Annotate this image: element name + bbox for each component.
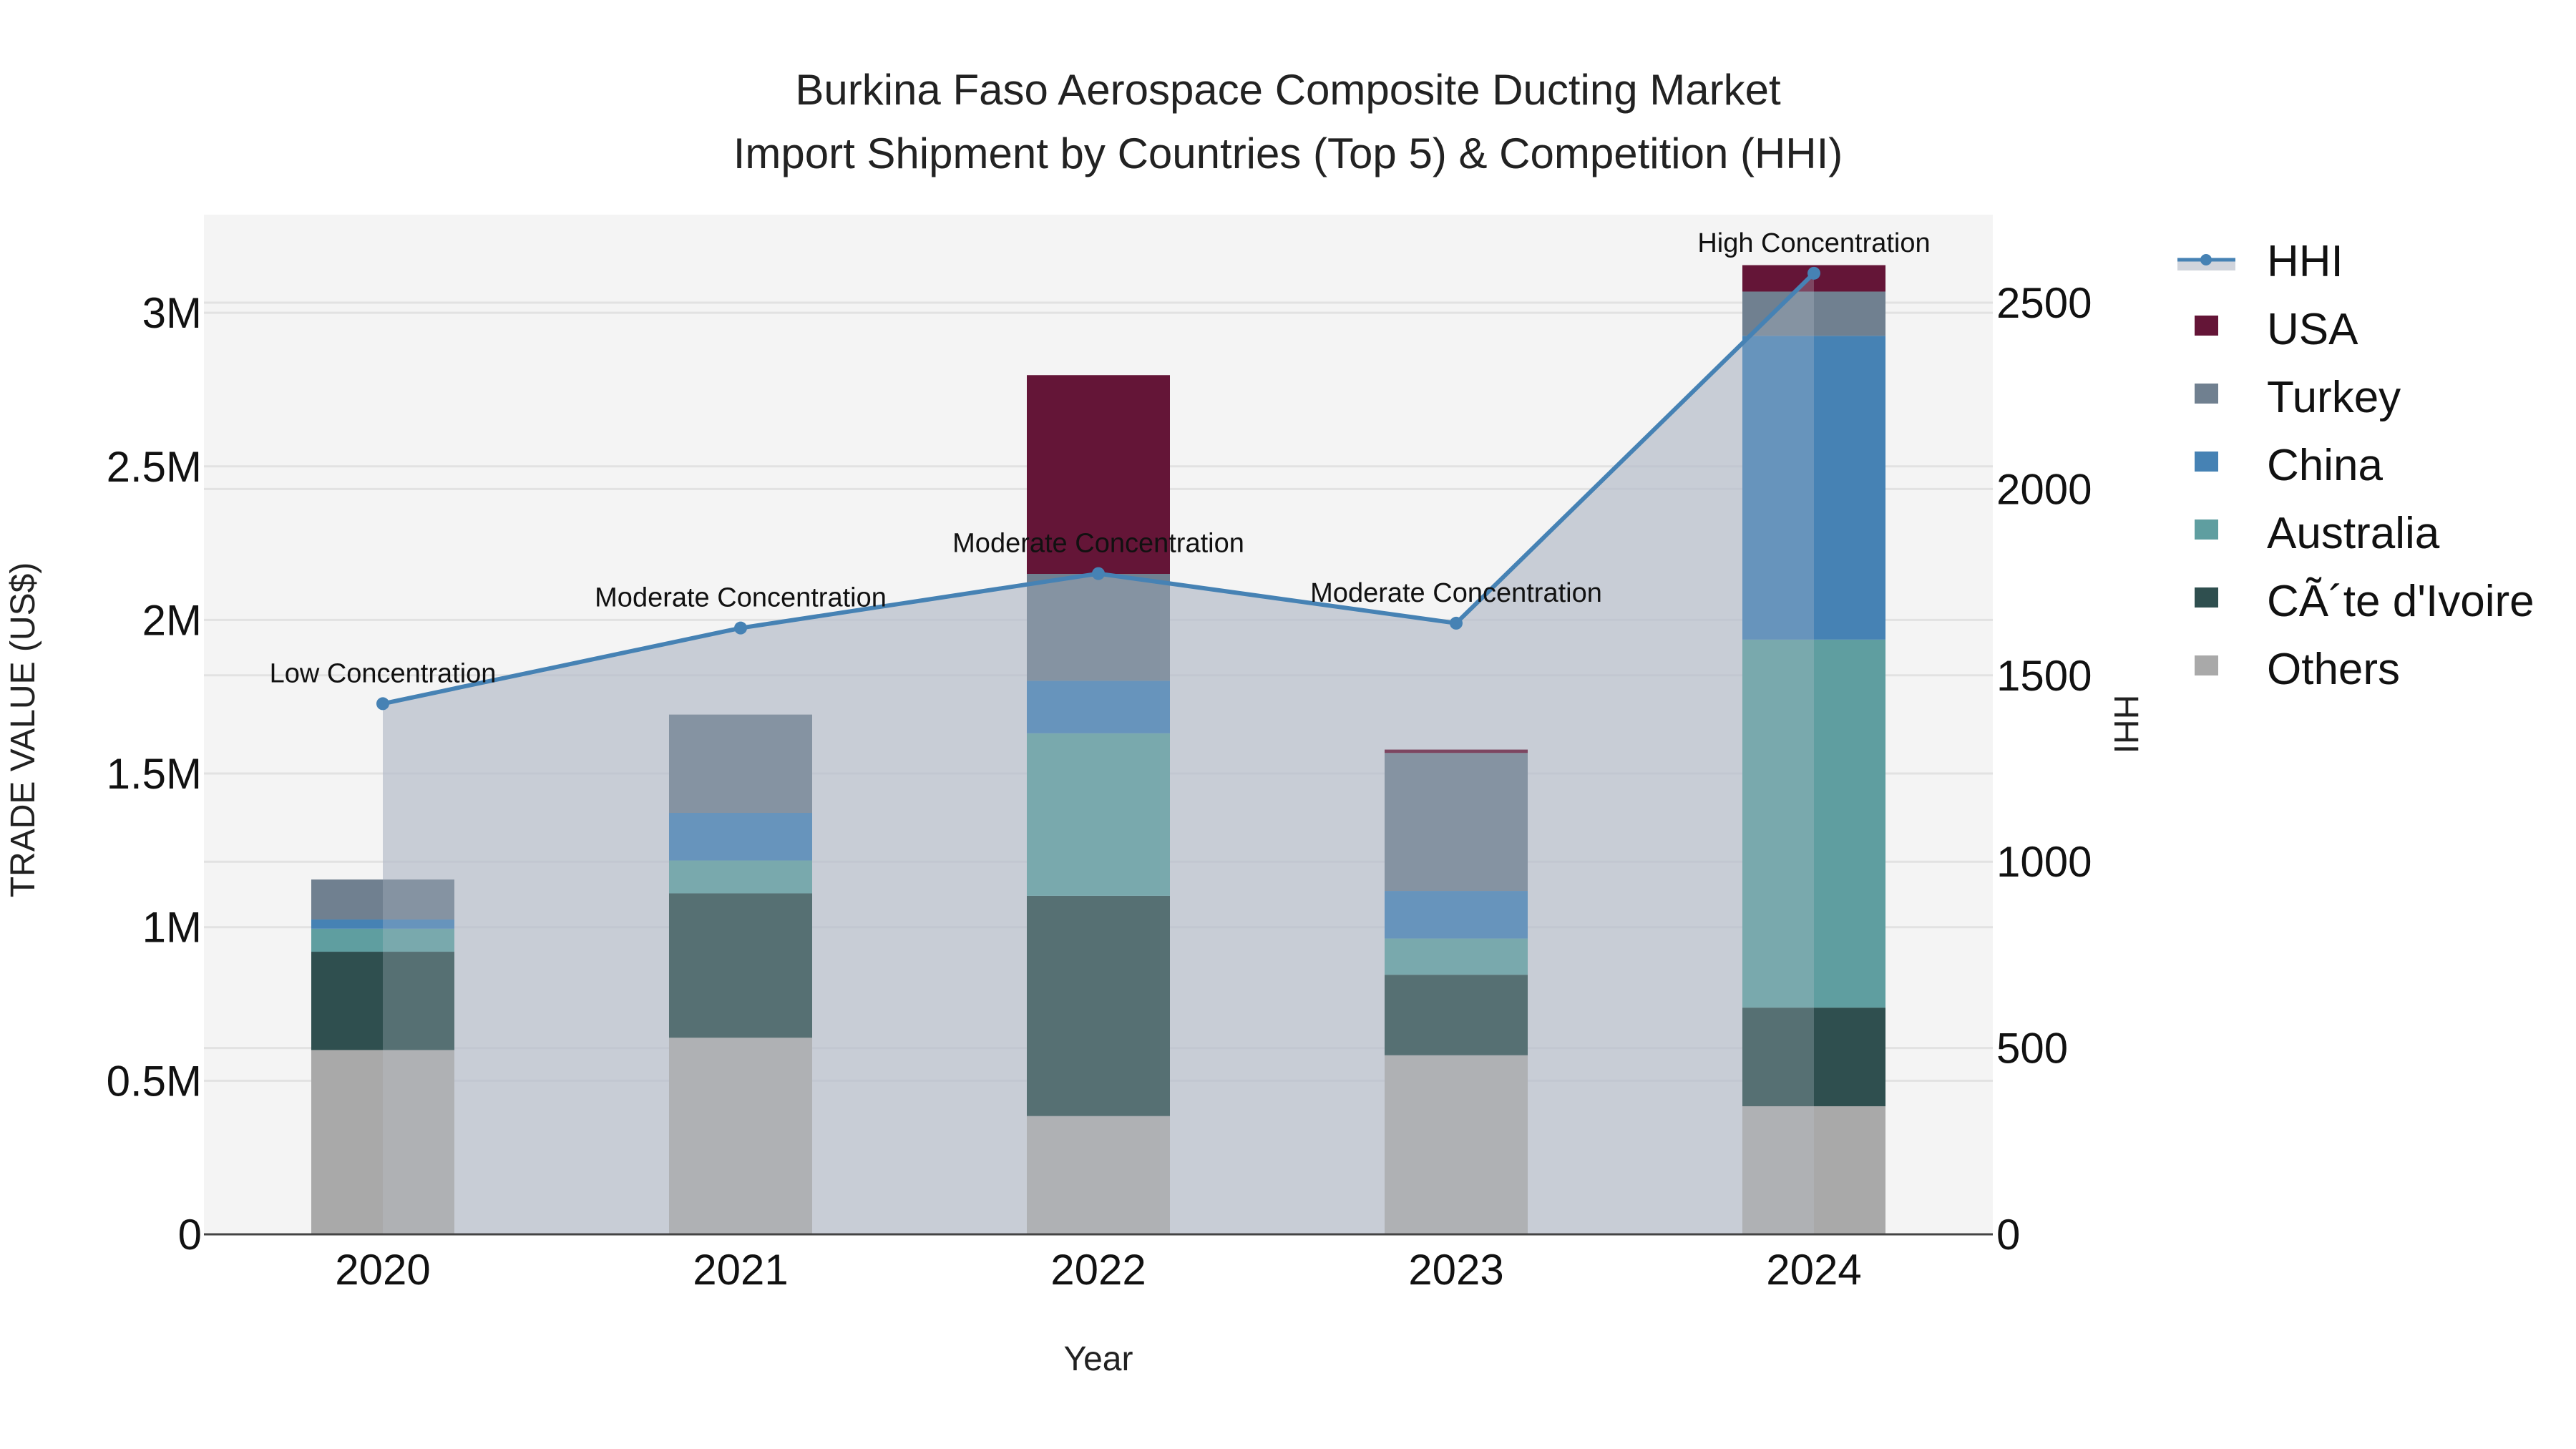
bar-stack-2020	[311, 879, 454, 1234]
hhi-annotation: Moderate Concentration	[595, 583, 887, 613]
legend-swatch-icon	[2195, 384, 2218, 404]
bar-segment	[669, 1038, 812, 1234]
legend-item-usa[interactable]: USA	[2195, 305, 2358, 354]
legend-item-turkey[interactable]: Turkey	[2195, 373, 2401, 422]
legend-swatch-icon	[2195, 452, 2218, 472]
hhi-marker	[376, 697, 389, 711]
legend-label: USA	[2267, 305, 2358, 354]
x-axis-ticks: 2020 2021 2022 2023 2024	[335, 1246, 1861, 1294]
hhi-annotation: Moderate Concentration	[1310, 578, 1602, 608]
hhi-annotation: Low Concentration	[270, 658, 497, 688]
bar-segment	[1027, 895, 1170, 1116]
bar-segment	[1385, 1055, 1528, 1234]
stacked-bars	[311, 265, 1885, 1234]
bar-segment	[1027, 574, 1170, 681]
y-right-tick-label: 1500	[1996, 652, 2092, 700]
chart-title-line1: Burkina Faso Aerospace Composite Ducting…	[795, 66, 1781, 114]
x-axis-title: Year	[1064, 1340, 1133, 1378]
hhi-area-overlay	[383, 273, 1814, 1234]
bar-stack-2024	[1742, 265, 1885, 1234]
bar-segment	[1385, 749, 1528, 753]
legend-item-hhi[interactable]: HHI	[2177, 237, 2343, 286]
hhi-annotations: Low Concentration Moderate Concentration M…	[270, 228, 1931, 689]
legend-item-others[interactable]: Others	[2195, 645, 2400, 694]
bar-segment	[311, 919, 454, 929]
legend-label: Australia	[2267, 509, 2440, 558]
y-left-tick-label: 2M	[142, 596, 202, 644]
y-left-tick-label: 0	[178, 1211, 202, 1259]
hhi-marker	[734, 621, 747, 635]
bar-segment	[1027, 375, 1170, 575]
hhi-legend-area-icon	[2177, 260, 2235, 270]
bar-segment	[1385, 975, 1528, 1055]
x-tick-label: 2024	[1766, 1246, 1861, 1294]
legend-label: Turkey	[2267, 373, 2401, 422]
y-axis-right-title: HHI	[2107, 695, 2145, 754]
x-tick-label: 2021	[693, 1246, 788, 1294]
y-left-tick-label: 0.5M	[107, 1057, 202, 1105]
x-tick-label: 2022	[1050, 1246, 1146, 1294]
y-right-tick-label: 1000	[1996, 838, 2092, 886]
legend-swatch-icon	[2195, 655, 2218, 675]
bar-segment	[1385, 891, 1528, 939]
y-axis-right-ticks: 0 500 1000 1500 2000 2500	[1996, 279, 2092, 1259]
y-right-tick-label: 2500	[1996, 279, 2092, 327]
bar-stack-2022	[1027, 375, 1170, 1234]
y-right-tick-label: 0	[1996, 1211, 2020, 1259]
bar-segment	[311, 879, 454, 919]
bar-segment	[1027, 680, 1170, 733]
legend-item-australia[interactable]: Australia	[2195, 509, 2440, 558]
hhi-line	[376, 266, 1820, 711]
bar-segment	[669, 813, 812, 861]
legend-swatch-icon	[2195, 587, 2218, 608]
bar-segment	[1742, 639, 1885, 1008]
bar-segment	[1385, 938, 1528, 975]
y-left-tick-label: 1M	[142, 904, 202, 952]
legend-item-china[interactable]: China	[2195, 441, 2384, 490]
bar-segment	[1742, 1008, 1885, 1106]
y-right-tick-label: 500	[1996, 1025, 2068, 1073]
bar-segment	[1742, 336, 1885, 640]
legend-label: Others	[2267, 645, 2400, 694]
x-tick-label: 2023	[1408, 1246, 1503, 1294]
bar-segment	[669, 714, 812, 814]
bar-stack-2021	[669, 714, 812, 1234]
chart-title-line2: Import Shipment by Countries (Top 5) & C…	[733, 130, 1843, 177]
y-left-tick-label: 1.5M	[107, 750, 202, 798]
hhi-marker	[1450, 616, 1463, 630]
bar-segment	[311, 1050, 454, 1234]
hhi-annotation: Moderate Concentration	[952, 529, 1244, 559]
bar-segment	[1027, 733, 1170, 896]
bar-segment	[1385, 753, 1528, 892]
bar-segment	[1742, 291, 1885, 336]
y-axis-left-ticks: 0 0.5M 1M 1.5M 2M 2.5M 3M	[107, 289, 202, 1259]
bar-stack-2023	[1385, 749, 1528, 1234]
hhi-legend-marker-icon	[2200, 254, 2212, 265]
bar-segment	[1742, 1106, 1885, 1234]
y-right-tick-label: 2000	[1996, 465, 2092, 513]
bar-segment	[311, 952, 454, 1050]
bar-segment	[311, 928, 454, 952]
y-left-tick-label: 3M	[142, 289, 202, 337]
bar-segment	[669, 860, 812, 894]
legend-label: China	[2267, 441, 2384, 490]
y-left-tick-label: 2.5M	[107, 443, 202, 491]
bar-segment	[1027, 1116, 1170, 1234]
hhi-marker	[1092, 567, 1105, 580]
bar-segment	[669, 893, 812, 1038]
legend-label: HHI	[2267, 237, 2343, 286]
legend-item-c-te-d-ivoire[interactable]: CÃ´te d'Ivoire	[2195, 577, 2534, 626]
hhi-annotation: High Concentration	[1697, 228, 1930, 258]
legend-label: CÃ´te d'Ivoire	[2267, 577, 2534, 626]
hhi-marker	[1807, 266, 1820, 280]
hhi-area-overlay-polygon	[383, 273, 1814, 1234]
x-tick-label: 2020	[335, 1246, 430, 1294]
legend-swatch-icon	[2195, 519, 2218, 540]
y-axis-left-title: TRADE VALUE (US$)	[4, 562, 42, 898]
legend-swatch-icon	[2195, 316, 2218, 336]
legend: HHI USA Turkey China Australia CÃ´te d'Ivoire…	[2177, 237, 2534, 694]
